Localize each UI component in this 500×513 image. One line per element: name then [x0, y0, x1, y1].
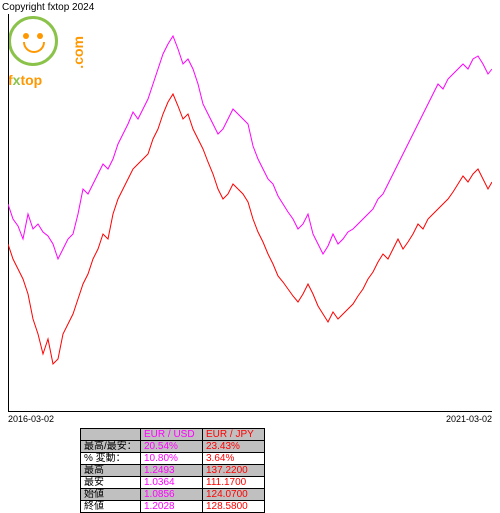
row-value-2: 3.64%	[203, 453, 265, 465]
x-axis-start: 2016-03-02	[8, 414, 54, 424]
table-row: 最高/最安：20.54%23.43%	[81, 441, 265, 453]
row-label: % 変動：	[81, 453, 141, 465]
row-value-2: 128.5800	[203, 501, 265, 513]
stats-table: EUR / USD EUR / JPY 最高/最安：20.54%23.43%% …	[80, 428, 265, 513]
row-value-1: 20.54%	[141, 441, 203, 453]
series2-header: EUR / JPY	[203, 429, 265, 441]
row-value-1: 10.80%	[141, 453, 203, 465]
table-row: 終値1.2028128.5800	[81, 501, 265, 513]
table-row: 始値1.0856124.0700	[81, 489, 265, 501]
row-value-2: 23.43%	[203, 441, 265, 453]
currency-chart: 2016-03-02 2021-03-02	[8, 14, 492, 412]
x-axis-end: 2021-03-02	[446, 414, 492, 424]
row-value-2: 111.1700	[203, 477, 265, 489]
row-label: 最安	[81, 477, 141, 489]
table-header-row: EUR / USD EUR / JPY	[81, 429, 265, 441]
series1-header: EUR / USD	[141, 429, 203, 441]
copyright-text: Copyright fxtop 2024	[2, 2, 94, 13]
row-value-1: 1.0856	[141, 489, 203, 501]
row-value-2: 124.0700	[203, 489, 265, 501]
row-label: 最高/最安：	[81, 441, 141, 453]
row-value-2: 137.2200	[203, 465, 265, 477]
chart-lines	[8, 14, 492, 412]
table-row: 最安1.0364111.1700	[81, 477, 265, 489]
row-value-1: 1.2493	[141, 465, 203, 477]
row-label: 始値	[81, 489, 141, 501]
row-label: 最高	[81, 465, 141, 477]
table-row: 最高1.2493137.2200	[81, 465, 265, 477]
row-value-1: 1.0364	[141, 477, 203, 489]
row-label: 終値	[81, 501, 141, 513]
row-value-1: 1.2028	[141, 501, 203, 513]
table-row: % 変動：10.80%3.64%	[81, 453, 265, 465]
